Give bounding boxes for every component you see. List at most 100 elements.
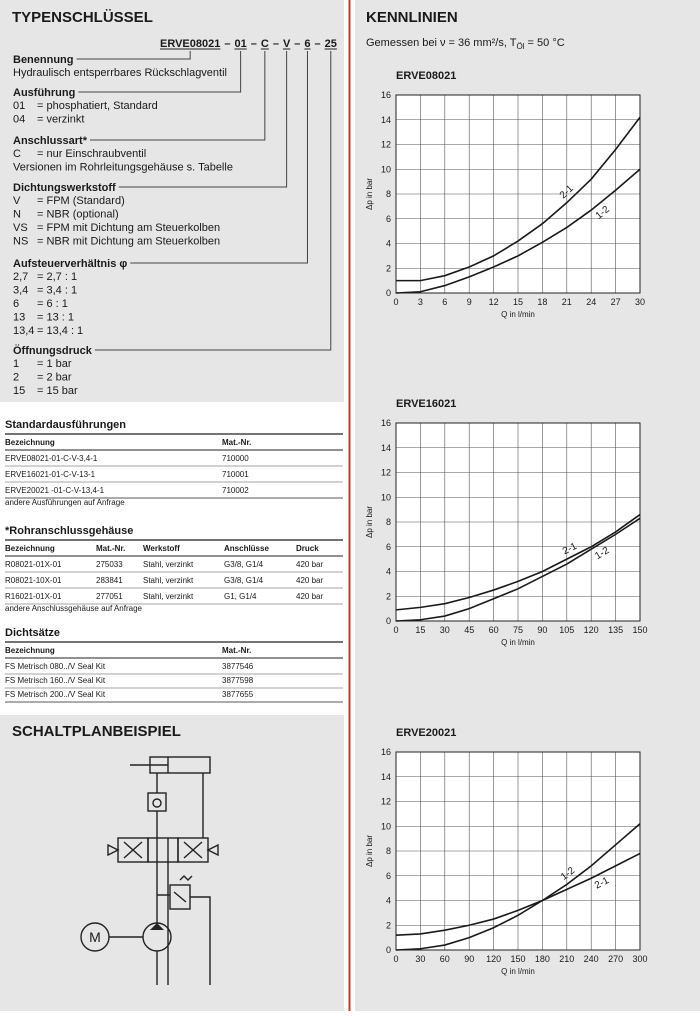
line xyxy=(156,773,204,838)
x-tick-label: 27 xyxy=(611,297,621,307)
y-tick-label: 6 xyxy=(386,542,391,552)
table-cell: 3877546 xyxy=(222,662,254,671)
connector xyxy=(89,51,266,141)
section-title: KENNLINIEN xyxy=(366,9,458,26)
table-cell: 3877598 xyxy=(222,676,254,685)
table-cell: 710002 xyxy=(222,486,249,495)
item-text: = NBR mit Dichtung am Steuerkolben xyxy=(37,236,220,248)
y-tick-label: 8 xyxy=(386,517,391,527)
y-tick-label: 12 xyxy=(381,468,391,478)
x-axis-label: Q in l/min xyxy=(501,967,535,976)
x-tick-label: 90 xyxy=(464,954,474,964)
connector xyxy=(78,51,242,93)
x-tick-label: 0 xyxy=(393,954,398,964)
table-cell: G3/8, G1/4 xyxy=(224,576,264,585)
connector xyxy=(130,51,308,264)
y-tick-label: 0 xyxy=(386,616,391,626)
x-tick-label: 30 xyxy=(415,954,425,964)
item-text: = 2,7 : 1 xyxy=(37,271,77,283)
item-code: 01 xyxy=(13,100,25,112)
item-code: V xyxy=(13,195,21,207)
table-note: andere Ausführungen auf Anfrage xyxy=(5,498,125,507)
y-tick-label: 2 xyxy=(386,920,391,930)
pump-arrow xyxy=(150,923,164,930)
x-tick-label: 270 xyxy=(608,954,623,964)
code-separator: – xyxy=(251,38,257,50)
y-tick-label: 0 xyxy=(386,945,391,955)
code-separator: – xyxy=(294,38,300,50)
x-tick-label: 300 xyxy=(632,954,647,964)
x-tick-label: 15 xyxy=(513,297,523,307)
section-title: TYPENSCHLÜSSEL xyxy=(12,9,153,26)
curve xyxy=(395,823,641,951)
table-title: Dichtsätze xyxy=(5,627,60,639)
x-tick-label: 150 xyxy=(510,954,525,964)
y-tick-label: 8 xyxy=(386,846,391,856)
x-tick-label: 60 xyxy=(440,954,450,964)
column-header: Druck xyxy=(296,544,319,553)
item-code: 04 xyxy=(13,114,25,126)
y-tick-label: 4 xyxy=(386,896,391,906)
y-tick-label: 10 xyxy=(381,821,391,831)
x-tick-label: 18 xyxy=(537,297,547,307)
x-tick-label: 240 xyxy=(584,954,599,964)
table-cell: 710001 xyxy=(222,470,249,479)
plot-frame xyxy=(395,422,641,622)
column-header: Bezeichnung xyxy=(5,646,55,655)
x-tick-label: 15 xyxy=(415,625,425,635)
item-text: = verzinkt xyxy=(37,114,84,126)
item-code: 6 xyxy=(13,298,19,310)
item-code: C xyxy=(13,148,21,160)
table-cell: 710000 xyxy=(222,454,249,463)
x-tick-label: 105 xyxy=(559,625,574,635)
code-part: ERVE08021 xyxy=(160,38,220,50)
section-heading: Ausführung xyxy=(13,87,75,99)
column-header: Bezeichnung xyxy=(5,544,55,553)
y-tick-label: 2 xyxy=(386,263,391,273)
column-header: Mat.-Nr. xyxy=(222,646,251,655)
table-note: andere Anschlussgehäuse auf Anfrage xyxy=(5,604,143,613)
item-text: Hydraulisch entsperrbares Rückschlagvent… xyxy=(13,67,227,79)
line xyxy=(109,936,158,985)
table-cell: G1, G1/4 xyxy=(224,592,257,601)
table-cell: FS Metrisch 200../V Seal Kit xyxy=(5,690,106,699)
plot-frame xyxy=(395,751,641,951)
item-code: VS xyxy=(13,222,28,234)
x-tick-label: 120 xyxy=(486,954,501,964)
table-cell: Stahl, verzinkt xyxy=(143,560,194,569)
curve xyxy=(395,168,641,294)
connector xyxy=(118,51,288,188)
x-tick-label: 90 xyxy=(537,625,547,635)
column-header: Werkstoff xyxy=(143,544,180,553)
item-code: 13 xyxy=(13,312,25,324)
code-part: 6 xyxy=(304,38,310,50)
x-tick-label: 0 xyxy=(393,625,398,635)
table-cell: 420 bar xyxy=(296,576,323,585)
x-tick-label: 24 xyxy=(586,297,596,307)
valve-arrows xyxy=(107,838,219,862)
table-cell: R08021-01X-01 xyxy=(5,560,62,569)
x-tick-label: 3 xyxy=(418,297,423,307)
item-code: NS xyxy=(13,236,28,248)
curve xyxy=(395,513,641,611)
y-tick-label: 14 xyxy=(381,772,391,782)
section-heading: Dichtungswerkstoff xyxy=(13,182,116,194)
section-heading: Benennung xyxy=(13,54,74,66)
table-cell: 283841 xyxy=(96,576,123,585)
x-tick-label: 180 xyxy=(535,954,550,964)
table-cell: ERVE08021-01-C-V-3,4-1 xyxy=(5,454,98,463)
y-tick-label: 6 xyxy=(386,214,391,224)
x-tick-label: 45 xyxy=(464,625,474,635)
curve xyxy=(395,517,641,622)
item-code: 2,7 xyxy=(13,271,28,283)
code-separator: – xyxy=(224,38,230,50)
curve xyxy=(395,852,641,936)
x-tick-label: 6 xyxy=(442,297,447,307)
code-part: C xyxy=(261,38,269,50)
section-heading: Anschlussart* xyxy=(13,135,88,147)
y-tick-label: 12 xyxy=(381,797,391,807)
measurement-note: Gemessen bei ν = 36 mm²/s, TÖl = 50 °C xyxy=(366,37,565,51)
x-tick-label: 60 xyxy=(489,625,499,635)
y-tick-label: 14 xyxy=(381,443,391,453)
